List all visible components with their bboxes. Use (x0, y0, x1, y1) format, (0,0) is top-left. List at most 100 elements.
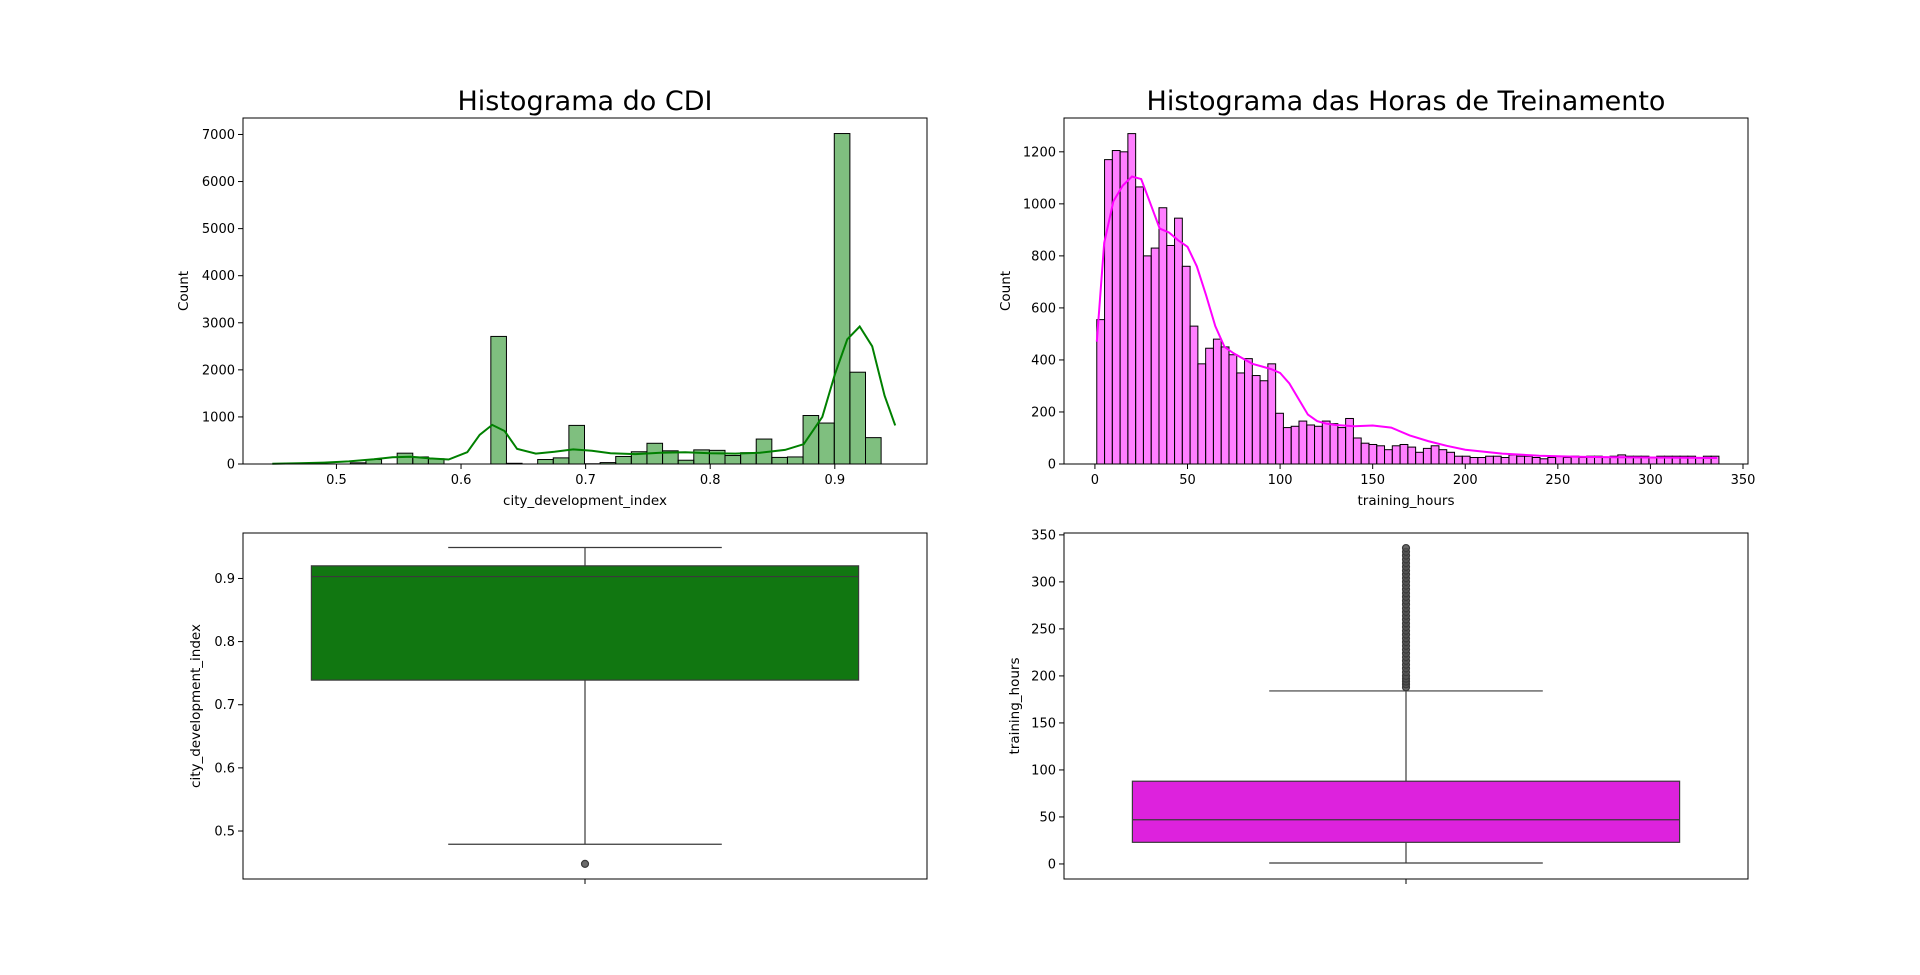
kde-line (272, 324, 897, 465)
histogram-bar (833, 133, 851, 465)
histogram-bar (771, 456, 788, 465)
histogram-bar (1119, 151, 1129, 465)
y-tick-label: 250 (1031, 622, 1056, 637)
histogram-bar (1282, 427, 1292, 465)
outlier-point (580, 859, 590, 868)
histogram-bar (490, 335, 507, 465)
training-hours-histogram-title: Histograma das Horas de Treinamento (1147, 86, 1666, 117)
cdi-histogram-xlabel: city_development_index (503, 493, 667, 509)
histogram-bar (1158, 207, 1168, 465)
histogram-bar (1578, 456, 1588, 465)
y-tick-label: 200 (1031, 669, 1056, 684)
y-tick-label: 150 (1031, 716, 1056, 731)
axes-frame (1063, 117, 1749, 465)
histogram-bar (1399, 443, 1409, 465)
histogram-bar (1166, 244, 1176, 465)
histogram-bar (1430, 445, 1440, 465)
histogram-bar (1391, 445, 1401, 465)
x-tick-label: 0.5 (326, 473, 347, 488)
histogram-bar (1555, 455, 1564, 465)
y-tick-label: 0 (227, 458, 235, 473)
x-tick-label: 50 (1179, 473, 1196, 488)
x-tick-label: 0.7 (575, 473, 596, 488)
histogram-bar (1189, 325, 1199, 465)
x-tick-label: 0.6 (451, 473, 472, 488)
histogram-bar (1290, 425, 1300, 465)
histogram-bar (1135, 186, 1144, 465)
training-hours-boxplot-ylabel: training_hours (1007, 657, 1023, 754)
histogram-bar (552, 457, 570, 465)
y-tick-label: 0 (1048, 458, 1056, 473)
histogram-bar (677, 459, 695, 465)
histogram-bar (1360, 442, 1370, 465)
y-tick-label: 0.6 (214, 761, 235, 776)
cdi-histogram-panel: Histograma do CDI city_development_index… (176, 86, 928, 509)
histogram-bar (1508, 454, 1518, 465)
histogram-bar (1492, 455, 1502, 465)
histogram-bar (1314, 425, 1323, 465)
cdi-boxplot-ylabel: city_development_index (188, 624, 204, 788)
histogram-bar (1251, 375, 1261, 465)
histogram-bar (1368, 443, 1378, 465)
y-tick-label: 800 (1031, 249, 1056, 264)
histogram-bar (1306, 424, 1316, 465)
histogram-bar (1298, 420, 1308, 465)
y-tick-label: 6000 (202, 175, 235, 190)
x-tick-label: 100 (1268, 473, 1293, 488)
training-hours-histogram-xlabel: training_hours (1357, 493, 1454, 509)
histogram-bar (1438, 449, 1448, 465)
histogram-bar (1228, 354, 1238, 465)
histogram-bar (1407, 446, 1417, 465)
histogram-bar (1461, 455, 1471, 465)
histogram-bar (1127, 133, 1137, 465)
y-tick-label: 1000 (202, 410, 235, 425)
y-tick-label: 0.9 (214, 572, 235, 587)
histogram-bar (1205, 347, 1214, 465)
cdi-histogram-ylabel: Count (176, 271, 192, 311)
y-tick-label: 600 (1031, 301, 1056, 316)
y-tick-label: 4000 (202, 269, 235, 284)
histogram-bar (1562, 456, 1572, 465)
iqr-box (310, 565, 860, 681)
x-tick-label: 0.9 (824, 473, 845, 488)
histogram-bar (849, 371, 867, 465)
kde-line (1095, 175, 1718, 459)
axes-frame (242, 117, 928, 465)
y-tick-label: 1000 (1023, 197, 1056, 212)
histogram-bar (1415, 451, 1424, 465)
x-tick-label: 0.8 (700, 473, 721, 488)
histogram-bar (1220, 346, 1230, 465)
histogram-bar (1259, 380, 1269, 465)
histogram-bar (1485, 455, 1494, 465)
x-tick-label: 350 (1731, 473, 1756, 488)
y-tick-label: 1200 (1023, 145, 1056, 160)
y-tick-label: 0.7 (214, 698, 235, 713)
histogram-bar (1376, 445, 1386, 465)
histogram-bar (818, 422, 835, 465)
histogram-bar (568, 424, 586, 465)
histogram-bar (1096, 319, 1106, 465)
histogram-bar (1531, 456, 1541, 465)
histogram-bar (537, 459, 554, 465)
histogram-bar (1524, 455, 1533, 465)
y-tick-label: 100 (1031, 763, 1056, 778)
x-tick-label: 250 (1545, 473, 1570, 488)
x-tick-label: 0 (1091, 473, 1099, 488)
histogram-bar (1104, 159, 1113, 465)
histogram-bar (1384, 449, 1393, 465)
histogram-bar (724, 455, 742, 465)
histogram-bar (1236, 372, 1246, 465)
training-hours-histogram-panel: Histograma das Horas de Treinamento trai… (998, 86, 1755, 509)
histogram-bar (1422, 447, 1432, 465)
cdi-boxplot-panel: city_development_index 0.5 0.6 0.7 0.8 0.9 (188, 532, 928, 884)
histogram-bar (740, 452, 757, 465)
y-tick-label: 7000 (202, 128, 235, 143)
histogram-bar (1446, 451, 1456, 465)
y-tick-label: 200 (1031, 405, 1056, 420)
outlier-point (1401, 543, 1411, 553)
histogram-bar (786, 456, 804, 465)
histogram-bar (865, 437, 882, 465)
training-hours-histogram-ylabel: Count (998, 271, 1014, 311)
y-tick-label: 350 (1031, 528, 1056, 543)
histogram-bar (1337, 427, 1347, 465)
